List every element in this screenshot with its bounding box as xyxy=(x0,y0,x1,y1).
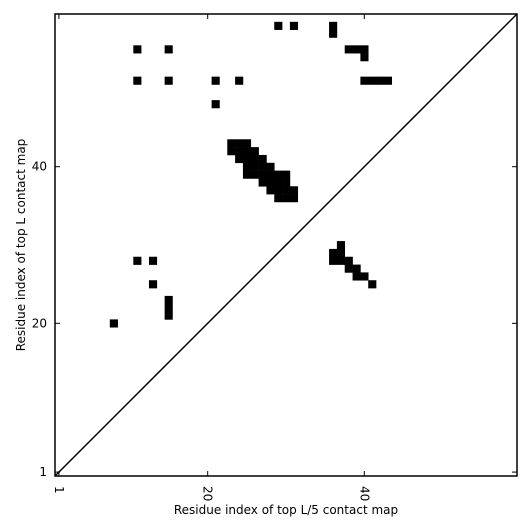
contact-cell xyxy=(164,303,173,312)
contact-cell xyxy=(344,45,353,54)
contact-cells xyxy=(109,21,393,328)
axis-ticks: 1 20 40 1 20 40 xyxy=(32,14,517,501)
contact-cell xyxy=(227,147,236,156)
contact-cell xyxy=(109,319,118,328)
contact-cell xyxy=(329,29,338,38)
contact-cell xyxy=(133,45,142,54)
contact-cell xyxy=(352,272,361,281)
contact-cell xyxy=(242,154,252,164)
contact-cell xyxy=(164,76,173,85)
contact-cell xyxy=(368,76,377,85)
contact-cell xyxy=(148,256,158,265)
contact-cell xyxy=(235,139,244,148)
contact-cell xyxy=(383,76,393,85)
contact-cell xyxy=(329,256,338,265)
contact-cell xyxy=(360,272,369,281)
y-tick-label: 1 xyxy=(39,465,47,479)
contact-cell xyxy=(274,186,283,195)
contact-cell xyxy=(250,154,259,164)
contact-cell xyxy=(164,311,173,320)
contact-cell xyxy=(344,256,353,265)
contact-cell xyxy=(274,178,283,187)
contact-cell xyxy=(329,21,338,30)
contact-cell xyxy=(211,100,220,109)
contact-cell xyxy=(360,53,369,62)
contact-cell xyxy=(242,170,252,179)
contact-cell xyxy=(376,76,385,85)
contact-cell xyxy=(250,170,259,179)
contact-cell xyxy=(235,76,244,85)
contact-cell xyxy=(336,248,346,258)
contact-cell xyxy=(242,162,252,171)
x-tick-label: 1 xyxy=(52,486,66,494)
contact-cell xyxy=(164,295,173,305)
contact-cell xyxy=(258,178,267,187)
contact-cell xyxy=(250,147,259,156)
contact-cell xyxy=(289,186,299,195)
contact-cell xyxy=(258,162,267,171)
contact-cell xyxy=(352,45,361,54)
diagonal-line xyxy=(54,13,518,477)
contact-cell xyxy=(258,154,267,164)
contact-cell xyxy=(258,170,267,179)
contact-cell xyxy=(266,170,275,179)
contact-cell xyxy=(329,248,338,258)
contact-cell xyxy=(289,21,299,30)
contact-cell xyxy=(289,194,299,203)
contact-cell xyxy=(274,21,283,30)
contact-cell xyxy=(164,45,173,54)
x-axis-label: Residue index of top L/5 contact map xyxy=(174,503,398,517)
contact-cell xyxy=(266,178,275,187)
contact-cell xyxy=(148,280,158,289)
contact-cell xyxy=(368,280,377,289)
x-tick-label: 20 xyxy=(201,486,215,501)
contact-cell xyxy=(360,76,369,85)
contact-cell xyxy=(282,178,291,187)
contact-cell xyxy=(282,170,291,179)
contact-cell xyxy=(360,45,369,54)
contact-cell xyxy=(336,256,346,265)
plot-frame xyxy=(54,13,518,477)
y-axis-label: Residue index of top L contact map xyxy=(14,139,28,352)
contact-cell xyxy=(235,154,244,164)
contact-cell xyxy=(274,194,283,203)
contact-cell xyxy=(133,256,142,265)
contact-cell xyxy=(133,76,142,85)
y-tick-label: 40 xyxy=(32,160,47,174)
contact-cell xyxy=(242,139,252,148)
contact-cell xyxy=(282,194,291,203)
contact-cell xyxy=(211,76,220,85)
contact-cell xyxy=(266,162,275,171)
contact-cell xyxy=(235,147,244,156)
contact-cell xyxy=(336,241,346,250)
contact-cell xyxy=(282,186,291,195)
contact-cell xyxy=(344,264,353,273)
y-tick-label: 20 xyxy=(32,316,47,330)
contact-cell xyxy=(266,186,275,195)
contact-cell xyxy=(227,139,236,148)
contact-cell xyxy=(352,264,361,273)
x-tick-label: 40 xyxy=(357,486,371,501)
contact-cell xyxy=(274,170,283,179)
contact-cell xyxy=(242,147,252,156)
contact-cell xyxy=(250,162,259,171)
